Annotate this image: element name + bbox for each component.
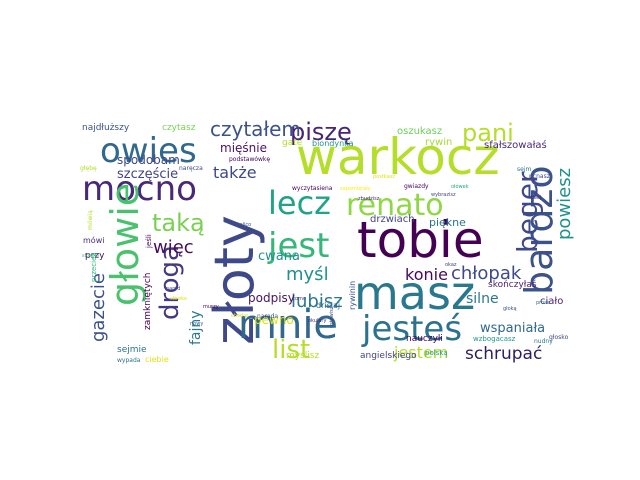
word-gwiazdy: gwiazdy (404, 183, 429, 190)
word-wyczytasiena: wyczytasiena (292, 185, 333, 192)
word-ustawisz: ustawisz (329, 306, 335, 328)
word-sejmie: sejmie (117, 345, 147, 355)
word-glosko: głosko (549, 334, 569, 341)
word-list: list (272, 335, 310, 365)
word-sfalszowalas: sfałszowałaś (484, 139, 547, 151)
word-wybrazisz: wybrazisz (431, 192, 456, 198)
word-ciebie: ciebie (145, 355, 169, 364)
word-pisze: piszę (290, 118, 352, 146)
word-gloka: głoką (503, 306, 517, 312)
word-chlopak: chłopak (451, 263, 522, 284)
word-angielskiego: angielskiego (360, 351, 417, 361)
word-wzbogacasz: wzbogacasz (473, 335, 516, 343)
word-bardzo: bardzo (517, 165, 561, 295)
word-pcnasz: pcnasz (529, 173, 550, 180)
word-olowek: ołówek (451, 183, 469, 190)
word-slowko: słówko (170, 295, 187, 302)
word-nauczyli: nauczyli (406, 334, 443, 344)
word-okaz: okaz (445, 262, 457, 268)
word-zamknietych: zamkniętych (143, 273, 153, 330)
word-piekne: piękne (429, 216, 466, 229)
word-twoj: twoj (531, 195, 542, 201)
word-silne: silne (466, 291, 499, 307)
word-drzwiach: drzwiach (370, 214, 415, 225)
word-myslisz: myślisz (286, 350, 319, 361)
word-beger: beger (511, 171, 544, 253)
word-takze: także (213, 163, 257, 182)
word-podstawowke: podstawówkę (229, 156, 270, 163)
word-rywinin: rywinin (348, 281, 357, 310)
word-polska: polską (425, 349, 448, 357)
word-stolico: stolico (235, 222, 251, 228)
word-mocno: mocno (82, 169, 197, 209)
word-fajny: fajny (188, 310, 204, 345)
word-jest: jest (267, 226, 329, 266)
word-szczescie: szczęście (117, 167, 178, 182)
word-lubisz: lubisz (291, 291, 343, 312)
word-nowy: nowy (190, 321, 203, 327)
word-przy: przy (85, 251, 105, 261)
word-zapamietaly: zapamiętały (340, 186, 371, 192)
word-okulary: okulary (308, 318, 326, 324)
word-taka: taką (152, 209, 205, 237)
word-cloud-canvas (80, 112, 570, 374)
word-skonczylas: skończyłaś (488, 279, 537, 290)
word-wiec: więc (153, 237, 194, 258)
word-schrupac: schrupać (465, 344, 542, 364)
word-slowko: slowko (82, 253, 99, 259)
word-narada: narada (257, 313, 278, 320)
word-najdluzszy: najdłuższy (82, 123, 130, 133)
word-mowi: mówi (83, 235, 104, 245)
word-owies: owies (100, 131, 197, 171)
word-charka: charka (231, 313, 248, 319)
word-cwana: cwana (258, 249, 300, 264)
word-biondynka: biondynka (312, 139, 354, 148)
word-konie: konie (405, 265, 448, 284)
word-zloty: złoty (203, 215, 266, 345)
word-prosa: prosa (536, 300, 550, 306)
word-pani: pani (462, 119, 514, 147)
word-murzy: murzy (203, 304, 219, 310)
word-gate: gate (282, 138, 303, 148)
word-droga: droga (155, 245, 185, 320)
word-masz: masz (354, 266, 475, 320)
word-warkocz: warkocz (296, 128, 500, 186)
word-mowia: mówią (87, 210, 94, 230)
word-gazecie: gazecie (88, 273, 109, 342)
word-sejm: sejm (517, 166, 531, 173)
word-tomo: tomo (293, 296, 306, 302)
word-jesli: jeśli (145, 234, 153, 249)
word-miesnie: mięśnie (220, 141, 267, 155)
word-czytalem: czytałem (210, 117, 301, 141)
word-narecza: naręcza (179, 165, 203, 172)
word-glebe: głębę (80, 165, 97, 172)
word-wypada: wypada (117, 357, 141, 364)
word-spodobam: spodobam (117, 153, 180, 167)
word-podpisy: podpisy (248, 291, 295, 305)
word-czytasz: czytasz (162, 123, 196, 133)
word-glowie: głowie (103, 183, 147, 306)
word-mnie: mnie (238, 302, 338, 348)
word-wspaniala: wspaniała (480, 321, 545, 336)
word-drisiaj: drisiaj (316, 301, 340, 310)
word-powiesz: powiesz (554, 168, 575, 240)
word-zbudzisz: zbudzisz (358, 196, 380, 202)
word-jestem: jestem (393, 343, 448, 362)
word-cialo: ciało (540, 296, 563, 307)
word-przeciez: przecież (90, 253, 98, 282)
word-rywin: rywin (425, 137, 452, 148)
word-narod: naród (166, 285, 180, 292)
word-postkasz: postkasz (373, 174, 395, 180)
word-tobie: tobie (357, 211, 484, 269)
word-pewno: pewno (254, 313, 294, 327)
word-nudny: nudny (534, 338, 553, 345)
word-jestes: jesteś (361, 309, 462, 349)
word-oszukasz: oszukasz (397, 126, 442, 137)
word-lecz: lecz (268, 184, 331, 222)
word-mysl: myśl (286, 264, 329, 285)
word-renato: renato (346, 188, 444, 223)
